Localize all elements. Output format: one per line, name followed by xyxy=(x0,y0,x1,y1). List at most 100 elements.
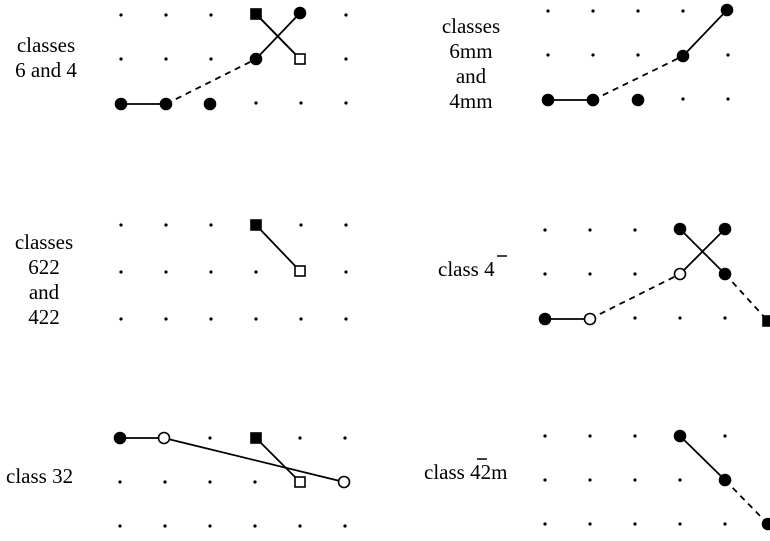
open-square-marker xyxy=(295,54,305,64)
lattice-dot xyxy=(636,9,639,12)
lattice-dot xyxy=(633,228,636,231)
panel-label-line: 4mm xyxy=(449,89,492,113)
open-circle-marker xyxy=(339,477,350,488)
lattice-dot xyxy=(209,223,212,226)
panel-label-line: classes xyxy=(17,33,75,57)
lattice-dot xyxy=(636,53,639,56)
lattice-dot xyxy=(543,228,546,231)
filled-circle-marker xyxy=(720,224,731,235)
lattice-dot xyxy=(164,13,167,16)
panel-label-line: 622 xyxy=(28,255,60,279)
lattice-dot xyxy=(209,270,212,273)
lattice-dot xyxy=(299,317,302,320)
open-circle-marker xyxy=(585,314,596,325)
lattice-dot xyxy=(254,101,257,104)
lattice-dot xyxy=(681,97,684,100)
panel-label-line: class 4 xyxy=(438,257,495,281)
solid-connector-line xyxy=(256,225,300,271)
lattice-dot xyxy=(633,478,636,481)
lattice-dot xyxy=(208,436,211,439)
lattice-dot xyxy=(726,53,729,56)
filled-circle-marker xyxy=(116,99,127,110)
lattice-dot xyxy=(118,524,121,527)
lattice-dot xyxy=(344,223,347,226)
lattice-dot xyxy=(546,9,549,12)
lattice-dot xyxy=(588,478,591,481)
open-square-marker xyxy=(295,477,305,487)
solid-connector-line xyxy=(683,10,727,56)
lattice-dot xyxy=(119,317,122,320)
lattice-dot xyxy=(588,272,591,275)
lattice-dot xyxy=(344,101,347,104)
lattice-dot xyxy=(299,101,302,104)
dashed-connector-line xyxy=(166,59,256,104)
lattice-dots xyxy=(118,436,346,527)
lattice-dot xyxy=(119,57,122,60)
dashed-connector-line xyxy=(590,274,680,319)
panel-classes-6-and-4: classes 6 and 4 xyxy=(15,8,348,110)
lattice-dot xyxy=(209,317,212,320)
lattice-dot xyxy=(681,9,684,12)
lattice-dot xyxy=(254,317,257,320)
lattice-dot xyxy=(208,524,211,527)
lattice-dot xyxy=(678,316,681,319)
filled-circle-marker xyxy=(161,99,172,110)
filled-circle-marker xyxy=(722,5,733,16)
lattice-dot xyxy=(344,13,347,16)
lattice-dot xyxy=(543,272,546,275)
lattice-dot xyxy=(591,9,594,12)
panel-label-line: and xyxy=(29,280,60,304)
lattice-dot xyxy=(253,480,256,483)
panel-label-line: and xyxy=(456,64,487,88)
lattice-dot xyxy=(633,522,636,525)
lattice-dots xyxy=(119,223,347,320)
lattice-dot xyxy=(588,434,591,437)
panel-label-line: class 32 xyxy=(6,464,73,488)
filled-circle-marker xyxy=(295,8,306,19)
lattice-dot xyxy=(344,270,347,273)
dashed-connector-line xyxy=(725,480,768,524)
open-circle-marker xyxy=(675,269,686,280)
lattice-dot xyxy=(343,524,346,527)
lattice-dot xyxy=(723,522,726,525)
lattice-dot xyxy=(546,53,549,56)
lattice-dot xyxy=(163,480,166,483)
filled-square-marker xyxy=(251,9,261,19)
solid-connector-line xyxy=(680,436,725,480)
lattice-dot xyxy=(164,223,167,226)
lattice-dot xyxy=(119,270,122,273)
dashed-connector-line xyxy=(593,56,683,100)
lattice-dot xyxy=(164,317,167,320)
open-circle-marker xyxy=(159,433,170,444)
lattice-dot xyxy=(209,13,212,16)
lattice-dot xyxy=(543,434,546,437)
lattice-dot xyxy=(633,272,636,275)
panel-class-32: class 32 xyxy=(6,433,350,528)
filled-circle-marker xyxy=(633,95,644,106)
filled-circle-marker xyxy=(205,99,216,110)
lattice-dot xyxy=(208,480,211,483)
filled-circle-marker xyxy=(675,431,686,442)
lattice-dot xyxy=(633,434,636,437)
lattice-dot xyxy=(163,524,166,527)
panel-class-4-bar: class 4 xyxy=(438,224,770,327)
lattice-dot xyxy=(678,478,681,481)
lattice-dots xyxy=(119,13,347,104)
lattice-dot xyxy=(723,316,726,319)
filled-square-marker xyxy=(251,433,261,443)
solid-connector-line xyxy=(164,438,344,482)
lattice-dot xyxy=(344,317,347,320)
lattice-dots xyxy=(546,9,729,100)
open-square-marker xyxy=(295,266,305,276)
filled-circle-marker xyxy=(720,475,731,486)
lattice-dot xyxy=(164,270,167,273)
filled-circle-marker xyxy=(251,54,262,65)
panel-label-line: class 42m xyxy=(424,460,507,484)
filled-circle-marker xyxy=(540,314,551,325)
lattice-dot xyxy=(254,270,257,273)
panel-classes-6mm-and-4mm: classes 6mm and 4mm xyxy=(442,5,733,114)
filled-circle-marker xyxy=(588,95,599,106)
solid-connector-line xyxy=(256,438,300,482)
lattice-dot xyxy=(543,478,546,481)
